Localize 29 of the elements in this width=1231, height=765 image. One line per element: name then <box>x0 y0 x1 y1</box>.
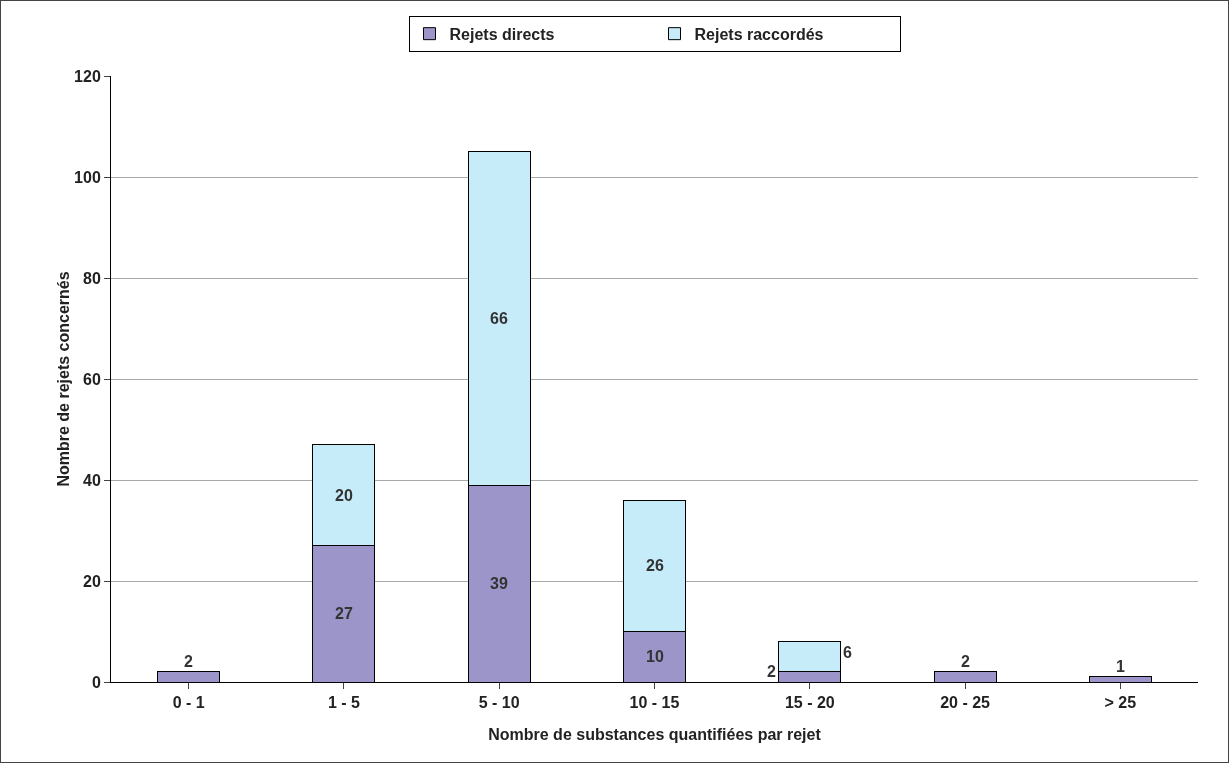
data-label: 1 <box>1116 658 1125 675</box>
data-label: 10 <box>646 648 664 665</box>
y-tick-label: 0 <box>91 673 101 691</box>
data-label: 39 <box>490 575 508 592</box>
data-label: 26 <box>646 557 664 574</box>
x-tick-label: 5 - 10 <box>478 694 520 712</box>
data-label: 20 <box>335 487 353 504</box>
x-tick-label: > 25 <box>1104 694 1137 712</box>
legend-label: Rejets directs <box>449 25 555 43</box>
y-tick-label: 120 <box>74 67 101 85</box>
y-axis-title: Nombre de rejets concernés <box>55 271 72 487</box>
x-tick-label: 20 - 25 <box>940 694 991 712</box>
data-label: 2 <box>184 653 193 670</box>
x-axis-title: Nombre de substances quantifiées par rejet <box>488 726 822 743</box>
x-tick-label: 1 - 5 <box>327 694 361 712</box>
data-label: 27 <box>335 605 353 622</box>
data-label: 2 <box>767 663 776 680</box>
x-tick-label: 15 - 20 <box>784 694 835 712</box>
y-tick-label: 20 <box>83 572 101 590</box>
data-label: 2 <box>961 653 970 670</box>
y-tick-label: 60 <box>83 370 101 388</box>
x-tick-label: 10 - 15 <box>629 694 680 712</box>
y-tick-label: 100 <box>74 168 101 186</box>
legend-label: Rejets raccordés <box>694 25 824 43</box>
data-label: 6 <box>843 644 852 661</box>
y-tick-label: 40 <box>83 471 101 489</box>
x-tick-label: 0 - 1 <box>172 694 205 712</box>
data-label: 66 <box>490 310 508 327</box>
y-tick-label: 80 <box>83 269 101 287</box>
